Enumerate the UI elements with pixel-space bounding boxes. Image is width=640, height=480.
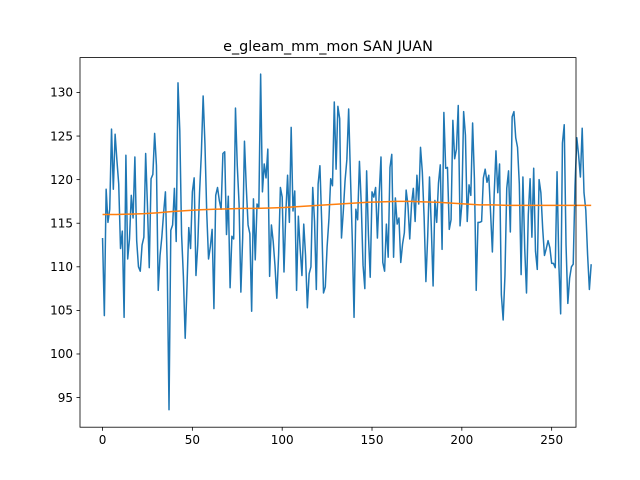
x-tick-label: 250 xyxy=(540,433,563,447)
y-axis: 95 100 105 110 115 120 125 130 xyxy=(50,86,80,405)
chart-title: e_gleam_mm_mon SAN JUAN xyxy=(223,39,433,55)
x-tick-label: 100 xyxy=(271,433,294,447)
x-tick-label: 0 xyxy=(99,433,107,447)
y-tick-label: 120 xyxy=(50,173,73,187)
x-tick-label: 200 xyxy=(450,433,473,447)
y-tick-label: 100 xyxy=(50,347,73,361)
y-tick-label: 110 xyxy=(50,260,73,274)
y-tick-label: 105 xyxy=(50,304,73,318)
x-tick-label: 50 xyxy=(185,433,200,447)
y-tick-label: 95 xyxy=(58,391,73,405)
series-line-0 xyxy=(101,73,592,411)
series-layer xyxy=(101,73,592,411)
y-tick-label: 115 xyxy=(50,216,73,230)
x-tick-label: 150 xyxy=(361,433,384,447)
y-tick-label: 125 xyxy=(50,129,73,143)
x-axis: 0 50 100 150 200 250 xyxy=(99,427,563,447)
y-tick-label: 130 xyxy=(50,86,73,100)
series-line-1 xyxy=(102,200,592,216)
plot-frame xyxy=(79,57,577,428)
